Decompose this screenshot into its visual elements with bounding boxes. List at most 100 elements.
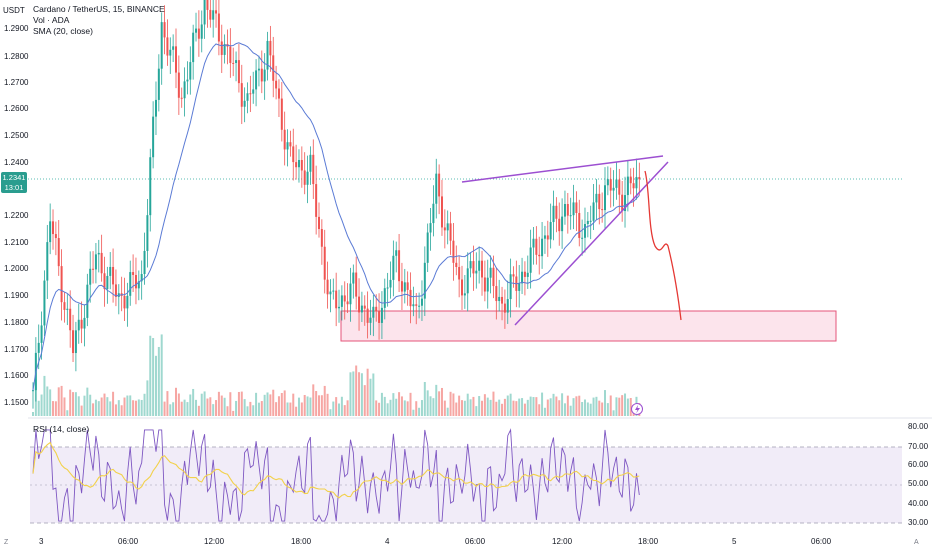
volume-bar	[318, 395, 320, 416]
volume-bar	[509, 393, 512, 416]
volume-bar	[449, 391, 452, 416]
candle-body	[532, 238, 535, 248]
candle-body	[243, 100, 246, 107]
chart-legend[interactable]: Cardano / TetherUS, 15, BINANCE Vol · AD…	[33, 4, 165, 37]
projection-path[interactable]	[644, 170, 682, 321]
candle-body	[606, 179, 609, 186]
candle-body	[398, 250, 401, 282]
candle-body	[163, 22, 166, 38]
zoom-reset-button[interactable]: Z	[4, 539, 9, 546]
volume-bar	[229, 392, 232, 416]
volume-bar	[592, 397, 595, 416]
candle-body	[103, 273, 106, 290]
volume-bar	[63, 397, 66, 416]
volume-bar	[280, 393, 283, 416]
volume-bar	[286, 402, 289, 416]
volume-bar	[346, 400, 349, 416]
volume-bar	[243, 399, 246, 416]
time-axis[interactable]: 3 06:00 12:00 18:00 4 06:00 12:00 18:00 …	[0, 535, 932, 550]
wedge-upper-line[interactable]	[461, 155, 664, 183]
volume-bar	[340, 396, 343, 416]
volume-bar	[189, 394, 192, 416]
volume-bar	[146, 380, 149, 416]
volume-bar	[575, 396, 578, 416]
volume-legend[interactable]: Vol · ADA	[33, 15, 70, 25]
candle-body	[595, 193, 598, 203]
candle-body	[372, 306, 375, 318]
candle-body	[432, 203, 435, 224]
volume-bar	[495, 401, 498, 416]
candle-body	[69, 308, 72, 331]
candle-body	[303, 170, 306, 185]
volume-bar	[521, 398, 524, 416]
candle-body	[435, 173, 438, 204]
candle-body	[292, 146, 295, 163]
candle-body	[86, 284, 89, 318]
candle-body	[352, 272, 355, 284]
volume-bar	[595, 396, 598, 416]
candle-body	[297, 159, 300, 168]
volume-bar	[363, 385, 366, 416]
price-tick: 1.2900	[4, 24, 29, 33]
volume-bar	[149, 335, 152, 416]
symbol-title[interactable]: Cardano / TetherUS, 15, BINANCE	[33, 4, 165, 14]
candle-body	[166, 37, 169, 56]
volume-bar	[335, 397, 338, 416]
volume-bar	[129, 395, 132, 416]
volume-bar	[338, 403, 341, 416]
candle-body	[37, 342, 40, 353]
volume-bar	[177, 393, 180, 416]
volume-bar	[235, 400, 238, 416]
candle-body	[409, 289, 412, 307]
volume-bar	[52, 401, 55, 416]
candle-body	[598, 193, 601, 210]
candle-body	[355, 272, 358, 297]
sma-legend[interactable]: SMA (20, close)	[33, 26, 93, 36]
auto-scale-button[interactable]: A	[914, 539, 919, 546]
candle-body	[420, 298, 423, 306]
volume-bar	[160, 334, 163, 416]
volume-bar	[415, 401, 418, 416]
volume-bar	[523, 403, 526, 416]
candle-body	[615, 179, 618, 188]
candle-body	[32, 390, 34, 392]
volume-bar	[498, 399, 501, 416]
rsi-legend[interactable]: RSI (14, close)	[33, 424, 90, 434]
wedge-lower-line[interactable]	[514, 161, 669, 326]
volume-bar	[349, 372, 352, 416]
candle-body	[360, 305, 363, 313]
volume-bar	[426, 390, 429, 416]
candle-body	[232, 62, 235, 64]
candle-body	[458, 267, 461, 280]
volume-bar	[120, 405, 123, 416]
support-zone[interactable]	[340, 310, 837, 342]
volume-bar	[581, 402, 584, 416]
volume-bar	[206, 398, 209, 416]
candle-body	[618, 179, 621, 195]
candle-body	[601, 209, 604, 211]
candle-body	[149, 157, 152, 216]
volume-bar	[486, 397, 489, 416]
rsi-ma-line	[32, 441, 640, 499]
rsi-scale[interactable]: 80.00 70.00 60.00 50.00 40.00 30.00	[902, 418, 932, 528]
candle-body	[418, 305, 421, 307]
candle-body	[295, 162, 298, 168]
volume-bar	[103, 393, 106, 416]
candle-body	[195, 28, 198, 33]
price-tick: 1.1600	[4, 371, 29, 380]
volume-bar	[175, 387, 177, 416]
price-scale[interactable]: USDT 1.2900 1.2800 1.2700 1.2600 1.2500 …	[0, 0, 28, 550]
candle-body	[66, 308, 69, 310]
candle-body	[100, 252, 103, 274]
candle-body	[46, 242, 49, 281]
volume-bar	[220, 395, 223, 416]
candle-body	[43, 280, 46, 326]
volume-bar	[443, 400, 446, 416]
volume-bar	[546, 399, 549, 416]
volume-bar	[312, 384, 315, 416]
volume-bar	[389, 399, 392, 416]
volume-bar	[563, 403, 566, 416]
candle-body	[466, 268, 469, 294]
volume-bar	[283, 390, 286, 416]
